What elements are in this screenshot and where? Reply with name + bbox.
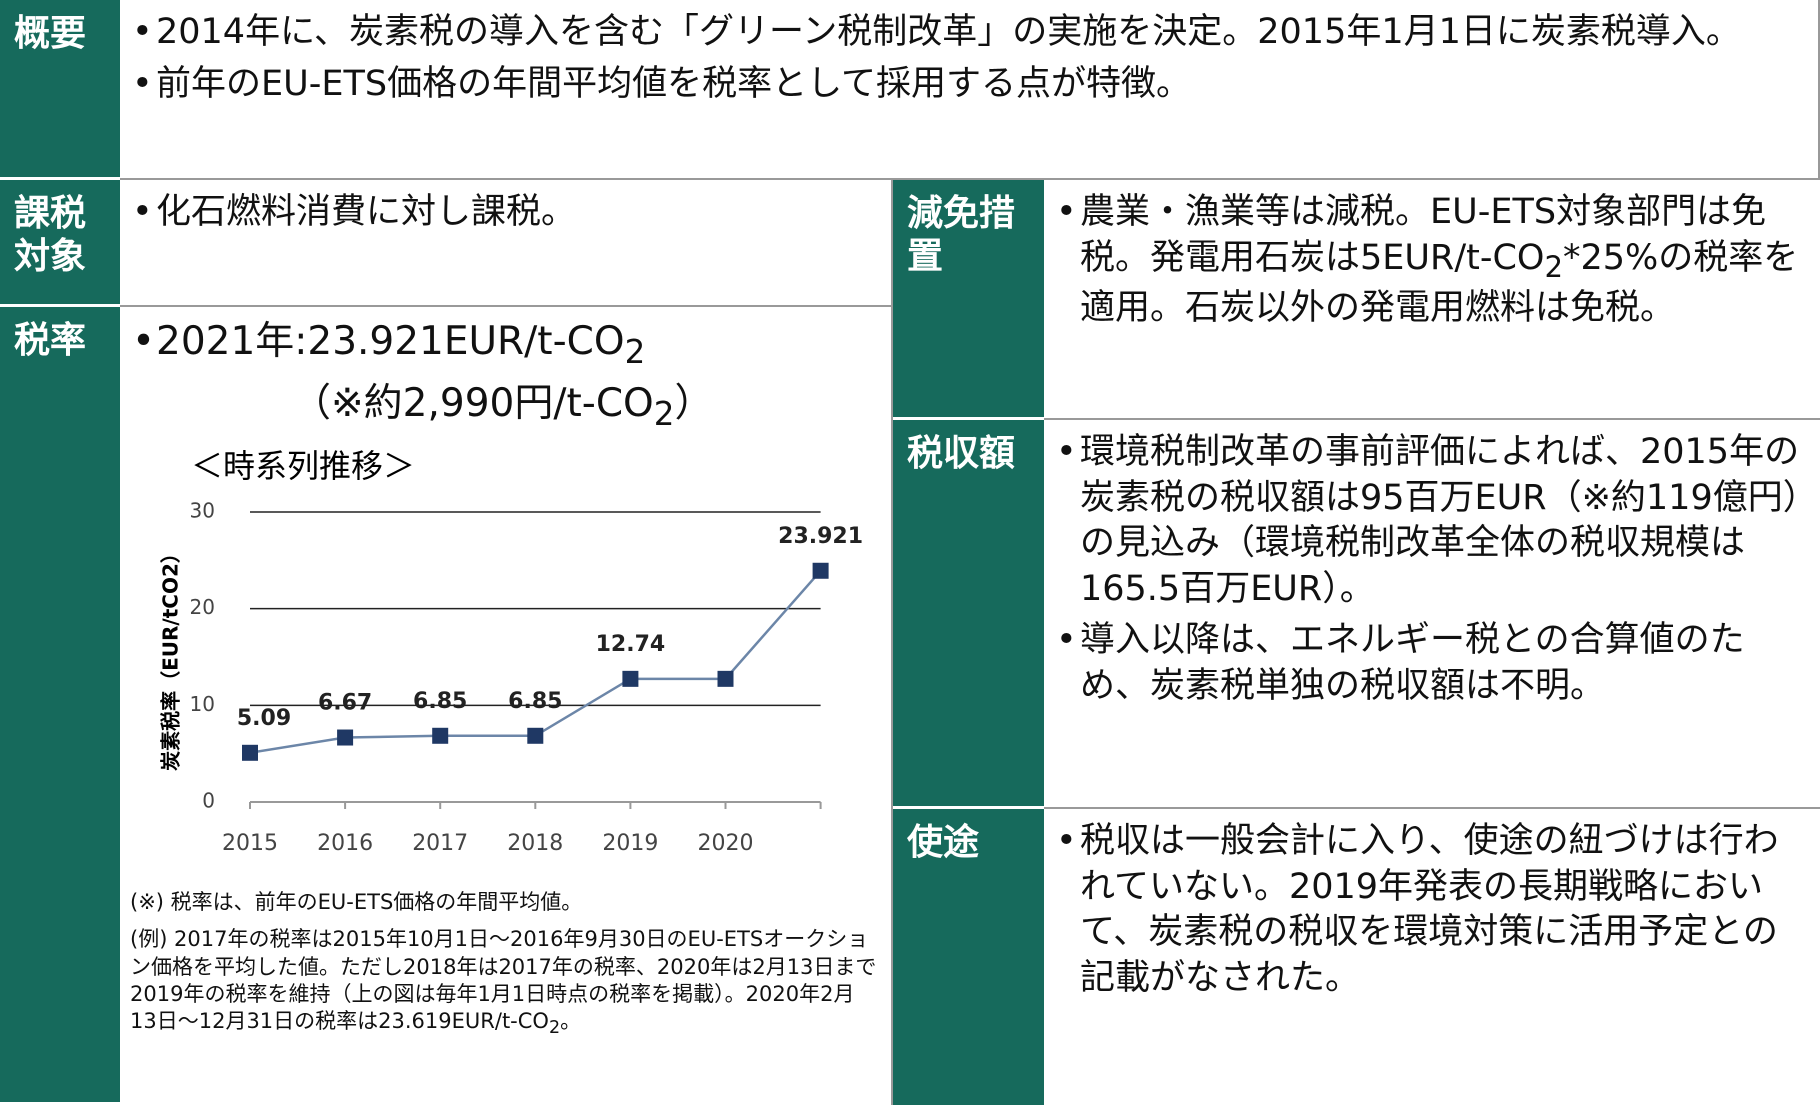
row-label: 税収額 (893, 420, 1044, 809)
data-label: 5.09 (237, 706, 291, 731)
line (249, 569, 822, 755)
x-tick-label: 2016 (317, 831, 373, 856)
data-label: 6.85 (508, 689, 562, 714)
note: (例) 2017年の税率は2015年10月1日～2016年9月30日のEU-ET… (130, 926, 880, 1040)
data-label: 12.74 (596, 632, 666, 657)
row-label: 概要 (0, 0, 120, 180)
row-label: 減免措置 (893, 180, 1044, 420)
y-tick-label: 10 (190, 692, 215, 716)
bullet: 税収は一般会計に入り、使途の紐づけは行われていない。2019年発表の長期戦略にお… (1056, 819, 1808, 1001)
y-tick-label: 30 (190, 499, 215, 523)
bullet-list: 2014年に、炭素税の導入を含む「グリーン税制改革」の実施を決定。2015年1月… (132, 10, 1806, 107)
notes: (※) 税率は、前年のEU-ETS価格の年間平均値。 (例) 2017年の税率は… (130, 889, 880, 1050)
text: 2014年に、炭素税の導入を含む「グリーン税制改革」の実施を決定。2015年1月… (156, 12, 1741, 52)
bullet: 2014年に、炭素税の導入を含む「グリーン税制改革」の実施を決定。2015年1月… (132, 10, 1806, 56)
rate-yen: （※約2,990円/t-CO2） (132, 379, 879, 435)
text: 化石燃料消費に対し課税。 (156, 192, 577, 232)
marker (337, 729, 354, 746)
text: (※) 税率は、前年のEU-ETS価格の年間平均値。 (130, 890, 583, 914)
bullet: 2021年:23.921EUR/t-CO2 (132, 317, 879, 373)
bullet-list: 税収は一般会計に入り、使途の紐づけは行われていない。2019年発表の長期戦略にお… (1056, 819, 1808, 1001)
chart-title: ＜時系列推移＞ (191, 447, 415, 485)
cell: 税収は一般会計に入り、使途の紐づけは行われていない。2019年発表の長期戦略にお… (1044, 809, 1820, 1105)
marker (812, 562, 829, 579)
bullet: 導入以降は、エネルギー税との合算値のため、炭素税単独の税収額は不明。 (1056, 618, 1808, 709)
y-tick-label: 0 (202, 789, 215, 813)
text: 環境税制改革の事前評価によれば、2015年の炭素税の税収額は95百万EUR（※約… (1080, 432, 1801, 609)
text: 2021年:23.921EUR/t-CO (156, 319, 625, 364)
marker (622, 670, 639, 687)
data-label: 6.67 (318, 691, 372, 716)
bullet-list: 2021年:23.921EUR/t-CO2 (132, 317, 879, 373)
subscript: 2 (653, 394, 675, 433)
marker (432, 727, 449, 744)
subscript: 2 (624, 332, 646, 371)
bullet: 前年のEU-ETS価格の年間平均値を税率として採用する点が特徴。 (132, 62, 1806, 108)
y-tick-label: 20 (190, 595, 215, 619)
cell: 化石燃料消費に対し課税。 (120, 180, 893, 307)
subscript: 2 (1544, 249, 1564, 284)
marker (527, 727, 544, 744)
text: 税収は一般会計に入り、使途の紐づけは行われていない。2019年発表の長期戦略にお… (1080, 821, 1779, 998)
data-label: 23.921 (778, 524, 863, 549)
note: (※) 税率は、前年のEU-ETS価格の年間平均値。 (130, 889, 880, 916)
x-tick-label: 2019 (602, 831, 658, 856)
subscript: 2 (548, 1018, 561, 1039)
bullet: 化石燃料消費に対し課税。 (132, 190, 879, 236)
text: 前年のEU-ETS価格の年間平均値を税率として採用する点が特徴。 (156, 63, 1192, 104)
bullet-list: 農業・漁業等は減税。EU-ETS対象部門は免税。発電用石炭は5EUR/t-CO2… (1056, 190, 1808, 332)
cell: 2014年に、炭素税の導入を含む「グリーン税制改革」の実施を決定。2015年1月… (120, 0, 1820, 180)
text: *25%の税率を適用。石炭以外の発電用燃料は免税。 (1080, 237, 1799, 329)
y-axis-label: 炭素税率（EUR/tCO2） (159, 543, 183, 771)
cell: 2021年:23.921EUR/t-CO2 （※約2,990円/t-CO2） ＜… (120, 307, 893, 1105)
text: 。 (560, 1009, 582, 1034)
text: 農業・漁業等は減税。EU-ETS対象部門は免税。発電用石炭は5EUR/t-CO (1080, 192, 1767, 278)
x-tick-label: 2020 (698, 831, 754, 856)
text: 導入以降は、エネルギー税との合算値のため、炭素税単独の税収額は不明。 (1080, 620, 1745, 706)
x-tick-label: 2018 (507, 831, 563, 856)
bullet: 環境税制改革の事前評価によれば、2015年の炭素税の税収額は95百万EUR（※約… (1056, 430, 1808, 612)
text: (例) 2017年の税率は2015年10月1日～2016年9月30日のEU-ET… (130, 927, 877, 1034)
marker (717, 670, 734, 687)
bullet: 農業・漁業等は減税。EU-ETS対象部門は免税。発電用石炭は5EUR/t-CO2… (1056, 190, 1808, 332)
x-tick-label: 2017 (412, 831, 468, 856)
bullet-list: 化石燃料消費に対し課税。 (132, 190, 879, 236)
marker (242, 744, 258, 761)
cell: 農業・漁業等は減税。EU-ETS対象部門は免税。発電用石炭は5EUR/t-CO2… (1044, 180, 1820, 420)
row-label: 税率 (0, 307, 120, 1105)
x-tick-label: 2015 (222, 831, 278, 856)
row-label: 課税対象 (0, 180, 120, 307)
text: ） (674, 381, 714, 427)
text: （※約2,990円/t-CO (292, 381, 654, 427)
bullet-list: 環境税制改革の事前評価によれば、2015年の炭素税の税収額は95百万EUR（※約… (1056, 430, 1808, 709)
chart: ＜時系列推移＞ 炭素税率（EUR/tCO2） 0 10 20 30 2015 2016 20… (159, 447, 864, 856)
data-label: 6.85 (413, 689, 467, 714)
row-label: 使途 (893, 809, 1044, 1105)
cell: 環境税制改革の事前評価によれば、2015年の炭素税の税収額は95百万EUR（※約… (1044, 420, 1820, 809)
